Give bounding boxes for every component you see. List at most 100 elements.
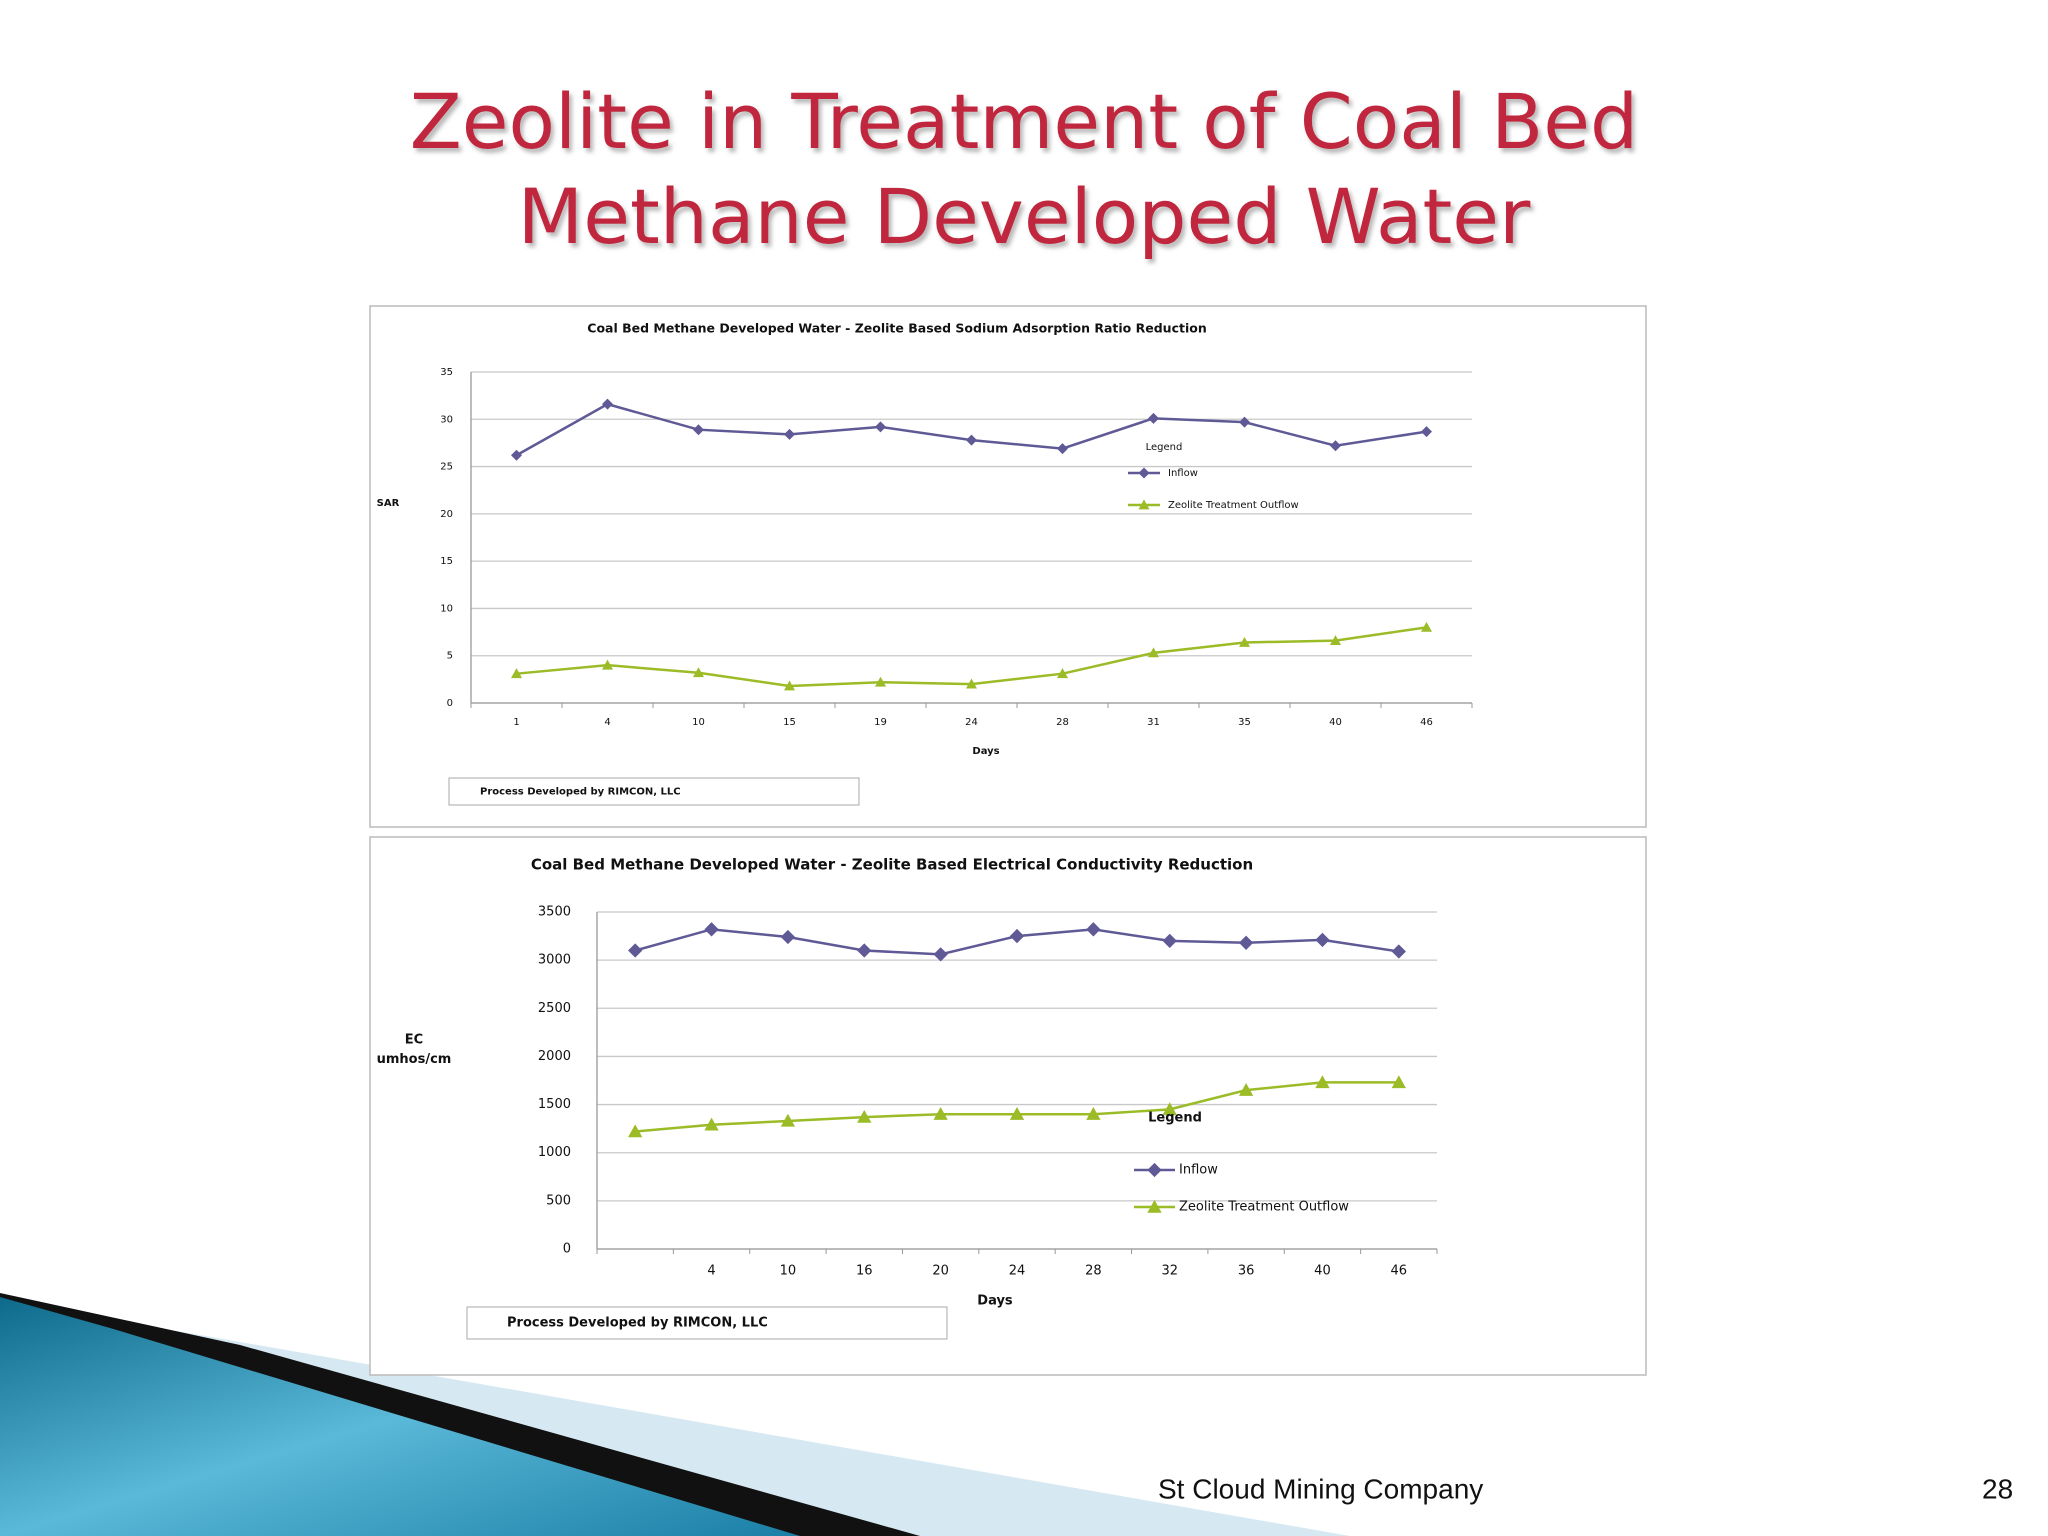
y-tick-label: 30 [440, 414, 453, 425]
marker-diamond [1057, 443, 1068, 455]
x-tick-label: 46 [1391, 1264, 1408, 1279]
marker-triangle [704, 1117, 719, 1131]
decoration [0, 1293, 1350, 1536]
marker-diamond [1147, 1162, 1162, 1178]
chart-frame [369, 836, 1647, 1376]
marker-diamond [602, 398, 613, 410]
marker-triangle [1147, 1199, 1162, 1213]
marker-triangle [1009, 1107, 1025, 1120]
marker-diamond [784, 428, 795, 440]
marker-diamond [1138, 467, 1150, 479]
marker-diamond [875, 421, 886, 433]
marker-diamond [511, 449, 522, 461]
marker-diamond [1391, 944, 1406, 959]
x-tick-label: 10 [780, 1264, 797, 1279]
marker-triangle [1391, 1075, 1406, 1089]
footer: St Cloud Mining Company [1158, 1473, 1483, 1504]
marker-triangle [1421, 621, 1432, 632]
x-tick-label: 16 [856, 1264, 873, 1279]
marker-diamond [1162, 933, 1177, 949]
x-tick-label: 31 [1147, 717, 1160, 728]
marker-diamond [628, 943, 643, 958]
marker-diamond [1330, 440, 1341, 452]
y-tick-label: 0 [447, 698, 453, 709]
marker-triangle [1315, 1075, 1330, 1089]
chart-title: Coal Bed Methane Developed Water - Zeoli… [531, 856, 1253, 874]
y-tick-label: 3000 [538, 953, 571, 968]
marker-triangle [1138, 499, 1150, 510]
marker-triangle [857, 1109, 872, 1123]
y-tick-label: 20 [440, 509, 453, 520]
y-tick-label: 1000 [538, 1145, 571, 1160]
note: Process Developed by RIMCON, LLC [480, 787, 681, 798]
y-tick-label: 5 [447, 651, 453, 662]
legend-label: Zeolite Treatment Outflow [1168, 500, 1299, 511]
x-tick-label: 15 [783, 717, 796, 728]
x-tick-label: 40 [1314, 1264, 1331, 1279]
swoosh-blue [0, 1297, 800, 1536]
marker-triangle [693, 667, 704, 678]
legend-title: Legend [1146, 442, 1183, 453]
y-tick-label: 0 [563, 1242, 571, 1257]
x-axis-label: Days [977, 1294, 1013, 1309]
chart: Coal Bed Methane Developed Water - Zeoli… [369, 836, 1647, 1376]
x-tick-label: 1 [513, 717, 519, 728]
note-box [466, 1306, 948, 1340]
legend-label: Inflow [1179, 1163, 1218, 1178]
x-tick-label: 40 [1329, 717, 1342, 728]
marker-diamond [1148, 412, 1159, 424]
marker-triangle [875, 676, 886, 687]
marker-triangle [628, 1124, 643, 1138]
x-tick-label: 36 [1238, 1264, 1255, 1279]
note-box [448, 777, 860, 806]
slide-title: Methane Developed Water [518, 172, 1531, 261]
x-tick-label: 19 [874, 717, 887, 728]
marker-diamond [704, 922, 719, 937]
chart: Coal Bed Methane Developed Water - Zeoli… [369, 305, 1647, 828]
x-tick-label: 32 [1161, 1264, 1178, 1279]
marker-diamond [1086, 922, 1101, 937]
legend-label: Inflow [1168, 468, 1198, 479]
x-tick-label: 4 [707, 1264, 715, 1279]
marker-diamond [966, 434, 977, 446]
marker-triangle [1330, 635, 1341, 645]
y-axis-label: SAR [377, 498, 400, 509]
marker-triangle [1086, 1107, 1101, 1120]
page-number: 28 [1982, 1473, 2013, 1504]
marker-triangle [933, 1107, 948, 1120]
y-tick-label: 1500 [538, 1097, 571, 1112]
slide-title: Zeolite in Treatment of Coal Bed [410, 77, 1639, 166]
y-tick-label: 3500 [538, 905, 571, 920]
x-tick-label: 28 [1056, 717, 1069, 728]
marker-triangle [780, 1113, 796, 1127]
marker-diamond [1315, 932, 1330, 948]
marker-diamond [780, 929, 796, 945]
marker-diamond [693, 424, 704, 436]
x-tick-label: 20 [932, 1264, 949, 1279]
x-tick-label: 28 [1085, 1264, 1102, 1279]
marker-diamond [1238, 935, 1254, 950]
y-tick-label: 15 [440, 556, 453, 567]
marker-triangle [966, 678, 977, 689]
legend-title: Legend [1148, 1111, 1202, 1126]
y-tick-label: 500 [546, 1193, 571, 1208]
y-axis-label: umhos/cm [377, 1052, 452, 1067]
marker-triangle [1148, 647, 1159, 658]
x-tick-label: 24 [965, 717, 978, 728]
marker-triangle [602, 659, 613, 670]
marker-triangle [1162, 1102, 1177, 1116]
y-tick-label: 2000 [538, 1049, 571, 1064]
chart-title: Coal Bed Methane Developed Water - Zeoli… [587, 321, 1206, 336]
x-tick-label: 10 [692, 717, 705, 728]
y-tick-label: 10 [440, 603, 453, 614]
y-tick-label: 25 [440, 462, 453, 473]
marker-triangle [784, 680, 795, 691]
x-tick-label: 46 [1420, 717, 1433, 728]
y-axis-label: EC [405, 1033, 423, 1048]
y-tick-label: 35 [440, 367, 453, 378]
marker-diamond [1421, 426, 1432, 438]
y-tick-label: 2500 [538, 1001, 571, 1016]
marker-diamond [1239, 416, 1250, 428]
